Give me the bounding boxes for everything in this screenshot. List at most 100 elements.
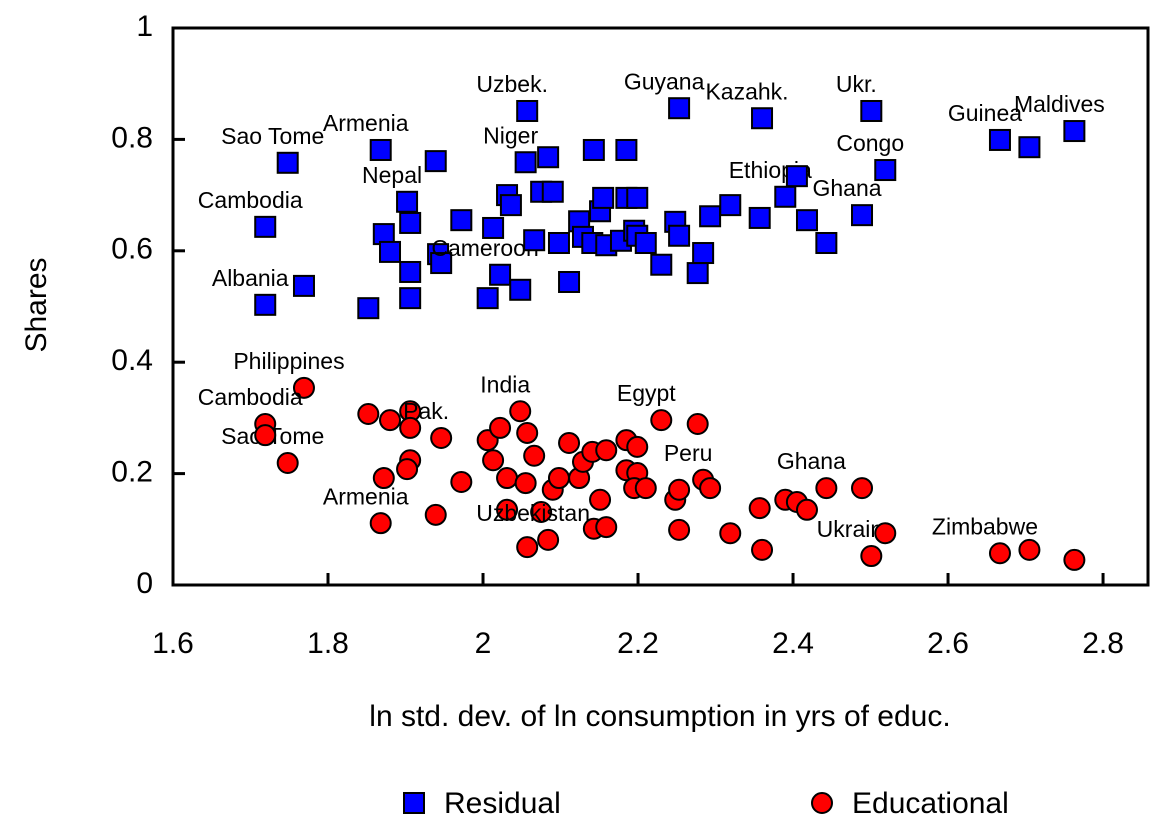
square-marker [369,138,392,161]
square-marker [668,224,691,247]
square-marker [516,99,539,122]
circle-marker [650,409,673,432]
circle-marker [396,458,419,481]
circle-marker [514,472,537,495]
circle-marker [369,512,392,535]
circle-marker [874,522,897,545]
square-marker [592,186,615,209]
square-marker [476,287,499,310]
circle-marker [496,467,519,490]
x-tick-label: 1.6 [152,627,194,660]
circle-marker [547,467,570,490]
square-marker [860,99,883,122]
square-marker [399,260,422,283]
circle-marker [254,424,277,447]
point-label: Armenia [323,110,409,136]
point-label: Uzbekistan [476,500,590,526]
y-tick-label: 1 [136,10,153,43]
legend-label: Residual [444,787,561,820]
square-marker [686,262,709,285]
point-label: Ghana [812,175,881,201]
point-label: Uzbek. [476,71,548,97]
square-marker [276,151,299,174]
circle-marker [430,426,453,449]
point-label: Guinea [948,100,1022,126]
circle-marker [595,516,618,539]
point-label: Peru [664,440,713,466]
square-marker [450,209,473,232]
y-tick-label: 0.8 [111,121,153,154]
square-marker [719,194,742,217]
square-marker [582,138,605,161]
circle-marker [558,431,581,454]
square-marker [1018,136,1041,159]
legend-marker [403,792,425,814]
legend-marker [811,792,833,814]
square-marker [1063,120,1086,143]
y-tick-label: 0 [136,567,153,600]
x-tick-label: 2.4 [772,627,814,660]
point-label: Egypt [617,380,676,406]
point-label: Cambodia [198,187,303,213]
circle-marker [748,497,771,520]
circle-marker [595,439,618,462]
circle-marker [516,536,539,559]
x-tick-label: 2.2 [617,627,659,660]
circle-marker [589,488,612,511]
square-marker [399,287,422,310]
square-marker [748,206,771,229]
y-tick-label: 0.2 [111,456,153,489]
x-axis-label: ln std. dev. of ln consumption in yrs of… [369,700,950,733]
point-label: Sao Tome [221,123,324,149]
square-marker [499,194,522,217]
point-label: Ghana [777,448,846,474]
square-marker [482,216,505,239]
x-tick-label: 2.6 [927,627,969,660]
circle-marker [399,416,422,439]
point-label: Nepal [362,162,422,188]
circle-marker [489,416,512,439]
square-marker [874,159,897,182]
square-marker [509,278,532,301]
circle-marker [668,478,691,501]
circle-marker [815,477,838,500]
square-marker [547,232,570,255]
circle-marker [496,498,519,521]
circle-marker [292,376,315,399]
square-marker [523,229,546,252]
circle-marker [795,498,818,521]
circle-marker [379,409,402,432]
point-label: Philippines [233,348,344,374]
circle-marker [686,413,709,436]
square-marker [254,293,277,316]
point-label: Guyana [624,68,705,94]
circle-marker [860,545,883,568]
circle-marker [357,403,380,426]
circle-marker [668,518,691,541]
circle-marker [516,421,539,444]
circle-marker [751,538,774,561]
x-tick-label: 2 [475,627,492,660]
y-axis-label: Shares [20,257,53,352]
circle-marker [530,501,553,524]
square-marker [785,165,808,188]
point-label: Armenia [323,483,409,509]
square-marker [541,180,564,203]
square-marker [379,240,402,263]
square-marker [774,185,797,208]
square-marker [424,150,447,173]
circle-marker [537,528,560,551]
circle-marker [699,477,722,500]
circle-marker [450,470,473,493]
square-marker [851,204,874,227]
square-marker [795,209,818,232]
square-marker [537,146,560,169]
square-marker [430,252,453,275]
square-marker [514,151,537,174]
circle-marker [1063,548,1086,571]
point-label: Cambodia [198,384,303,410]
point-label: Pak. [403,398,449,424]
square-marker [399,211,422,234]
circle-marker [1018,538,1041,561]
circle-marker [634,477,657,500]
